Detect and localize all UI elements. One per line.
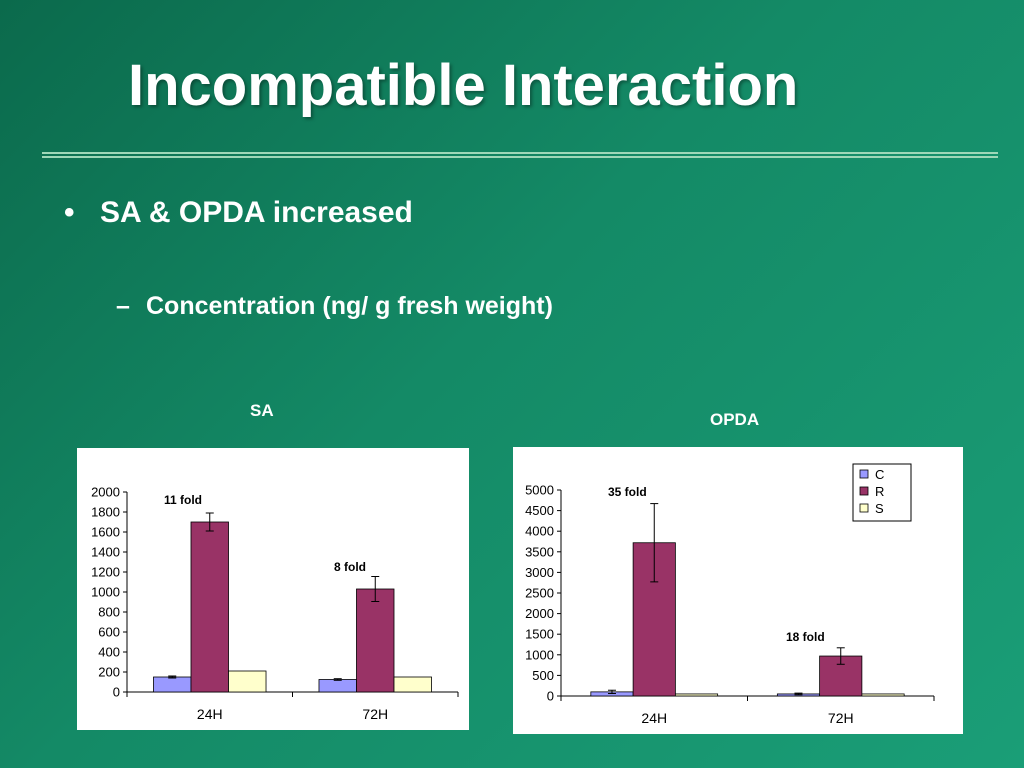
sa-y-tick-label: 0 xyxy=(113,685,120,700)
sub-bullet-item: – Concentration (ng/ g fresh weight) xyxy=(116,292,553,321)
sa-y-tick-label: 200 xyxy=(98,665,120,680)
sa-chart-panel: 0 200 400 600 800 1000 1200 1400 1600 1800 2000 24H… xyxy=(77,448,469,730)
sa-bar-c xyxy=(318,679,357,693)
sa-y-tick-label: 2000 xyxy=(91,485,120,500)
sa-y-tick-label: 1800 xyxy=(91,505,120,520)
opda-y-tick-label: 500 xyxy=(532,668,554,683)
opda-legend-swatch-r xyxy=(859,486,869,496)
opda-legend-label: S xyxy=(875,501,884,516)
opda-fold-annotation: 18 fold xyxy=(786,630,825,644)
title-divider-bottom xyxy=(42,156,998,158)
sa-chart: 0 200 400 600 800 1000 1200 1400 1600 1800 2000 24H… xyxy=(91,485,459,722)
opda-bar-s xyxy=(861,693,905,697)
opda-y-tick-label: 1000 xyxy=(525,647,554,662)
sa-bar-s xyxy=(228,670,267,693)
opda-legend-swatch-s xyxy=(859,503,869,513)
sa-y-tick-label: 1600 xyxy=(91,525,120,540)
opda-fold-annotation: 35 fold xyxy=(608,485,647,499)
sa-x-tick-label: 24H xyxy=(197,706,223,722)
opda-chart-panel: 0 500 1000 1500 2000 2500 3000 3500 4000 4500 5000… xyxy=(513,447,963,734)
sa-fold-annotation: 11 fold xyxy=(164,493,202,507)
opda-y-tick-label: 2500 xyxy=(525,586,554,601)
opda-x-tick-label: 72H xyxy=(828,710,854,726)
sa-fold-annotation: 8 fold xyxy=(334,560,366,574)
opda-legend-swatch-c xyxy=(859,469,869,479)
sa-y-tick-label: 600 xyxy=(98,625,120,640)
opda-chart-title: OPDA xyxy=(710,410,760,429)
opda-chart: 0 500 1000 1500 2000 2500 3000 3500 4000 4500 5000… xyxy=(525,463,935,726)
sub-bullet-marker: – xyxy=(116,292,130,320)
sa-y-tick-label: 800 xyxy=(98,605,120,620)
bullet-text: SA & OPDA increased xyxy=(100,196,413,229)
sa-bar-r xyxy=(190,521,229,693)
sa-bar-c xyxy=(153,676,192,693)
opda-y-tick-label: 0 xyxy=(547,689,554,704)
bullet-item: • SA & OPDA increased xyxy=(64,196,413,230)
opda-y-tick-label: 2000 xyxy=(525,606,554,621)
opda-y-tick-label: 3000 xyxy=(525,565,554,580)
sa-x-tick-label: 72H xyxy=(362,706,388,722)
sa-bar-s xyxy=(393,676,432,693)
sa-y-tick-label: 1200 xyxy=(91,565,120,580)
sa-y-tick-label: 400 xyxy=(98,645,120,660)
opda-y-tick-label: 3500 xyxy=(525,544,554,559)
sa-bar-r xyxy=(356,588,395,693)
opda-legend-label: C xyxy=(875,467,884,482)
opda-y-tick-label: 4000 xyxy=(525,524,554,539)
opda-x-tick-label: 24H xyxy=(641,710,667,726)
title-divider-top xyxy=(42,152,998,154)
sub-bullet-text: Concentration (ng/ g fresh weight) xyxy=(146,292,553,320)
bullet-marker: • xyxy=(64,196,75,229)
opda-y-tick-label: 1500 xyxy=(525,627,554,642)
sa-y-tick-label: 1000 xyxy=(91,585,120,600)
opda-y-tick-label: 4500 xyxy=(525,503,554,518)
slide-title: Incompatible Interaction xyxy=(128,53,799,118)
opda-legend-label: R xyxy=(875,484,884,499)
sa-chart-title: SA xyxy=(250,401,274,420)
sa-y-tick-label: 1400 xyxy=(91,545,120,560)
opda-bar-s xyxy=(674,693,719,697)
opda-y-tick-label: 5000 xyxy=(525,483,554,498)
